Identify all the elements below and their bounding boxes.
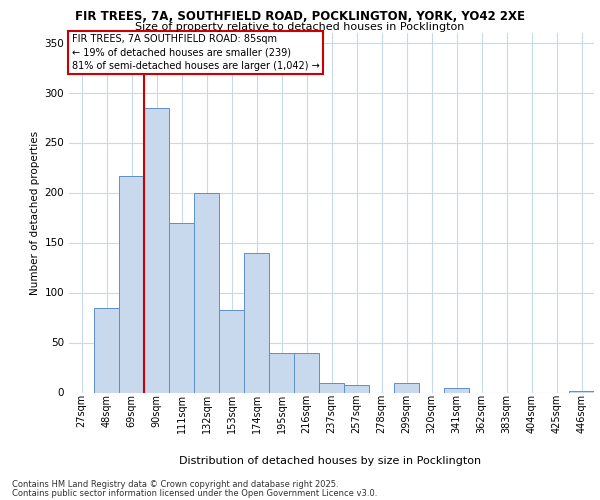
Y-axis label: Number of detached properties: Number of detached properties [30, 130, 40, 294]
Text: Size of property relative to detached houses in Pocklington: Size of property relative to detached ho… [136, 22, 464, 32]
Bar [94, 308, 119, 392]
Text: Contains public sector information licensed under the Open Government Licence v3: Contains public sector information licen… [12, 488, 377, 498]
Bar [294, 352, 319, 393]
Text: Distribution of detached houses by size in Pocklington: Distribution of detached houses by size … [179, 456, 481, 466]
Bar [219, 310, 244, 392]
Bar [319, 382, 344, 392]
Text: FIR TREES, 7A, SOUTHFIELD ROAD, POCKLINGTON, YORK, YO42 2XE: FIR TREES, 7A, SOUTHFIELD ROAD, POCKLING… [75, 10, 525, 23]
Text: Contains HM Land Registry data © Crown copyright and database right 2025.: Contains HM Land Registry data © Crown c… [12, 480, 338, 489]
Bar [269, 352, 294, 393]
Bar [119, 176, 144, 392]
Bar [394, 382, 419, 392]
Text: FIR TREES, 7A SOUTHFIELD ROAD: 85sqm
← 19% of detached houses are smaller (239)
: FIR TREES, 7A SOUTHFIELD ROAD: 85sqm ← 1… [71, 34, 319, 70]
Bar [194, 192, 219, 392]
Bar [169, 222, 194, 392]
Bar [444, 388, 469, 392]
Bar [344, 384, 369, 392]
Bar [144, 108, 169, 393]
Bar [569, 390, 594, 392]
Bar [244, 252, 269, 392]
